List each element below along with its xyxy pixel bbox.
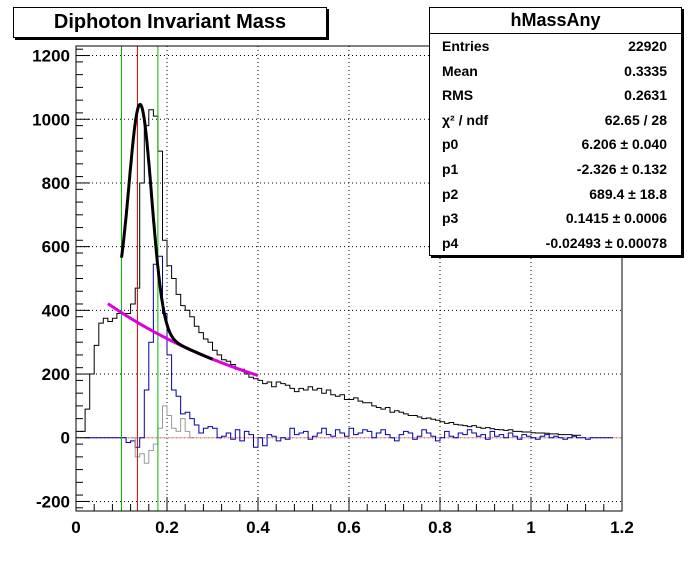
chart-title-box: Diphoton Invariant Mass (13, 7, 327, 38)
x-tick-label: 1 (526, 518, 535, 537)
x-tick-label: 0.8 (428, 518, 452, 537)
stats-row: p4 -0.02493 ± 0.00078 (430, 231, 681, 256)
stats-key: p0 (442, 136, 459, 153)
y-tick-label: 1000 (32, 110, 70, 129)
stats-row: RMS 0.2631 (430, 83, 681, 108)
stats-value: 22920 (628, 38, 667, 54)
stats-key: p2 (442, 185, 459, 202)
stats-box: hMassAny Entries 22920 Mean 0.3335 RMS 0.2631… (429, 7, 682, 256)
stats-key: χ² / ndf (442, 111, 489, 128)
y-tick-label: 200 (42, 365, 70, 384)
stats-key: RMS (442, 87, 474, 104)
stats-row: χ² / ndf 62.65 / 28 (430, 108, 681, 133)
stats-row: Entries 22920 (430, 34, 681, 59)
x-tick-label: 0 (71, 518, 80, 537)
stats-key: p1 (442, 160, 459, 177)
stats-value: 689.4 ± 18.8 (589, 185, 667, 202)
stats-value: -2.326 ± 0.132 (576, 160, 667, 177)
stats-key: p3 (442, 210, 459, 227)
chart-title: Diphoton Invariant Mass (53, 11, 287, 33)
stats-value: -0.02493 ± 0.00078 (545, 234, 667, 251)
y-tick-label: 800 (42, 174, 70, 193)
x-tick-label: 0.6 (337, 518, 361, 537)
y-tick-label: 400 (42, 301, 70, 320)
stats-value: 0.1415 ± 0.0006 (565, 210, 667, 227)
stats-row: p1 -2.326 ± 0.132 (430, 157, 681, 182)
x-tick-label: 1.2 (610, 518, 634, 537)
stats-value: 6.206 ± 0.040 (581, 136, 667, 153)
stats-value: 0.2631 (624, 87, 667, 104)
y-tick-label: -200 (36, 492, 70, 511)
y-tick-label: 1200 (32, 47, 70, 66)
signal-histogram (85, 255, 613, 448)
stats-row: p3 0.1415 ± 0.0006 (430, 206, 681, 231)
subtracted-histogram (130, 405, 195, 464)
stats-row: Mean 0.3335 (430, 59, 681, 84)
total-fit-curve (120, 102, 214, 361)
stats-rows: Entries 22920 Mean 0.3335 RMS 0.2631 χ² / ndf 6… (430, 34, 681, 255)
total-histogram (80, 109, 582, 436)
x-tick-label: 0.2 (155, 518, 179, 537)
stats-key: p4 (442, 234, 459, 251)
y-tick-label: 0 (61, 429, 70, 448)
stats-histogram-name: hMassAny (430, 8, 681, 34)
stats-row: p0 6.206 ± 0.040 (430, 132, 681, 157)
stats-key: Mean (442, 62, 478, 79)
x-tick-label: 0.4 (246, 518, 270, 537)
y-tick-label: 600 (42, 238, 70, 257)
stats-value: 0.3335 (624, 62, 667, 79)
stats-value: 62.65 / 28 (604, 111, 667, 128)
stats-row: p2 689.4 ± 18.8 (430, 182, 681, 207)
stats-key: Entries (442, 38, 490, 54)
